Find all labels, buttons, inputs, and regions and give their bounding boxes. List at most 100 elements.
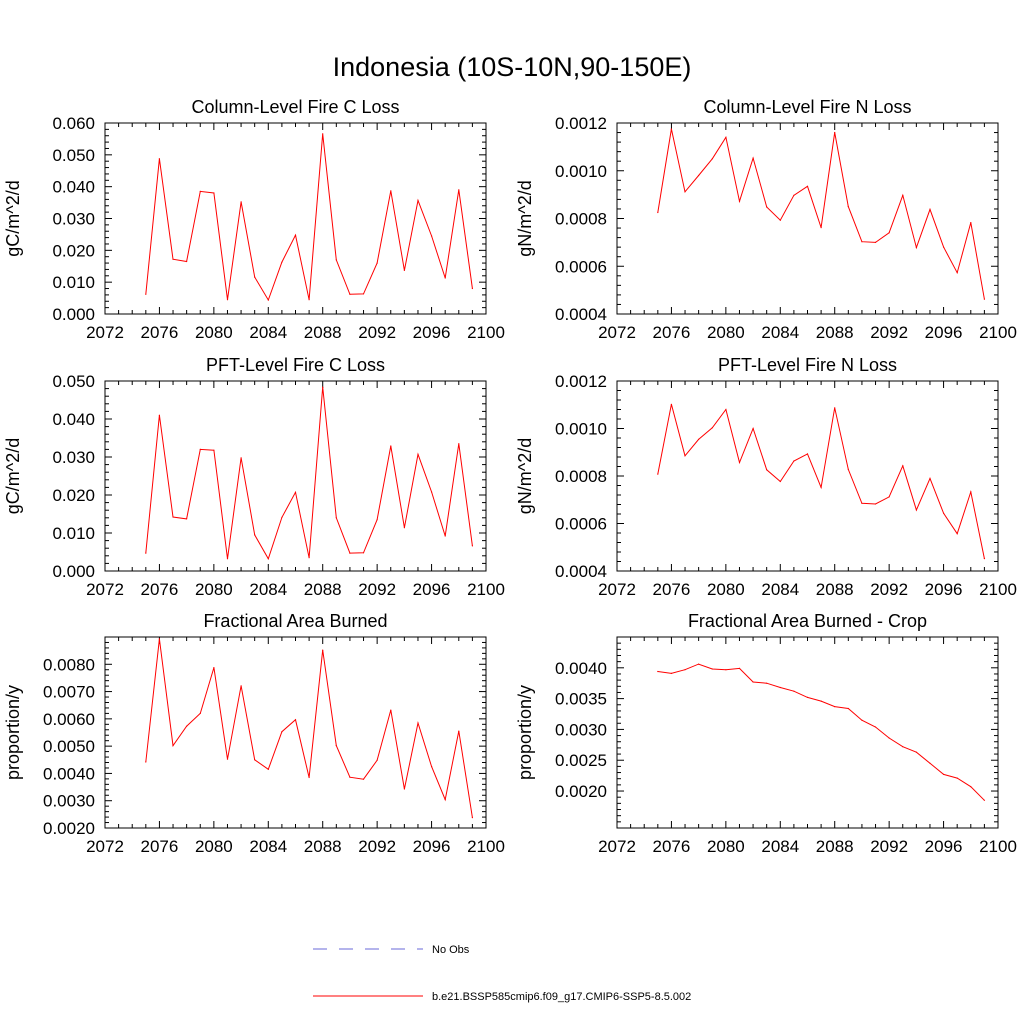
y-tick-label: 0.0008 bbox=[555, 467, 607, 486]
chart-title: Column-Level Fire N Loss bbox=[703, 97, 911, 117]
x-tick-label: 2080 bbox=[707, 837, 745, 856]
y-tick-label: 0.010 bbox=[52, 524, 95, 543]
data-point bbox=[417, 453, 419, 455]
data-point bbox=[888, 232, 890, 234]
data-point bbox=[983, 298, 986, 300]
x-tick-label: 2076 bbox=[653, 837, 691, 856]
plot-frame bbox=[104, 380, 487, 572]
chart-title: Fractional Area Burned bbox=[203, 611, 387, 631]
legend-label-model: b.e21.BSSP585cmip6.f09_g17.CMIP6-SSP5-8.… bbox=[432, 991, 691, 1003]
data-point bbox=[471, 817, 473, 819]
y-axis-label: gN/m^2/d bbox=[515, 438, 535, 514]
data-point bbox=[431, 235, 433, 237]
x-tick-label: 2100 bbox=[979, 323, 1017, 342]
data-point bbox=[793, 460, 795, 462]
data-point bbox=[725, 669, 727, 671]
data-point bbox=[657, 211, 659, 214]
x-tick-label: 2084 bbox=[761, 580, 799, 599]
data-point bbox=[698, 174, 700, 177]
y-tick-label: 0.050 bbox=[52, 372, 95, 391]
data-point bbox=[376, 262, 378, 264]
data-point bbox=[186, 725, 188, 727]
x-tick-label: 2100 bbox=[467, 323, 505, 342]
data-point bbox=[186, 260, 188, 263]
data-point bbox=[711, 668, 713, 670]
data-point bbox=[431, 491, 433, 493]
y-tick-label: 0.040 bbox=[52, 178, 95, 197]
data-point bbox=[915, 509, 918, 511]
data-point bbox=[376, 759, 378, 761]
data-point bbox=[417, 199, 419, 201]
data-point bbox=[983, 558, 986, 560]
x-tick-label: 2084 bbox=[761, 837, 799, 856]
y-tick-label: 0.0006 bbox=[555, 257, 607, 276]
x-tick-label: 2100 bbox=[467, 580, 505, 599]
data-point bbox=[915, 751, 918, 753]
x-tick-label: 2076 bbox=[141, 323, 179, 342]
y-tick-label: 0.0070 bbox=[43, 683, 95, 702]
data-point bbox=[902, 194, 904, 196]
data-point bbox=[213, 192, 215, 194]
data-point bbox=[766, 469, 768, 471]
data-point bbox=[390, 190, 392, 192]
data-point bbox=[847, 468, 849, 470]
x-tick-label: 2076 bbox=[141, 837, 179, 856]
y-axis-label: proportion/y bbox=[515, 685, 535, 780]
x-tick-label: 2072 bbox=[86, 580, 124, 599]
data-point bbox=[725, 136, 727, 138]
x-tick-label: 2084 bbox=[249, 580, 287, 599]
data-point bbox=[172, 258, 174, 260]
data-point bbox=[711, 427, 713, 429]
y-tick-label: 0.050 bbox=[52, 146, 95, 165]
data-point bbox=[213, 667, 215, 669]
data-point bbox=[145, 552, 147, 554]
data-point bbox=[834, 407, 836, 409]
data-point bbox=[779, 686, 781, 689]
y-axis-label: proportion/y bbox=[3, 685, 23, 780]
data-point bbox=[670, 403, 673, 405]
data-point bbox=[806, 696, 809, 699]
data-point bbox=[213, 449, 215, 451]
data-point bbox=[226, 558, 229, 560]
data-point bbox=[970, 222, 972, 224]
data-point bbox=[779, 480, 781, 483]
data-point bbox=[766, 206, 768, 208]
data-point bbox=[793, 194, 795, 196]
data-point bbox=[471, 287, 473, 290]
data-point bbox=[226, 758, 229, 760]
x-tick-label: 2088 bbox=[816, 323, 854, 342]
data-point bbox=[698, 663, 700, 665]
data-point bbox=[458, 730, 460, 732]
data-point bbox=[820, 486, 822, 488]
data-point bbox=[902, 746, 904, 748]
data-point bbox=[458, 189, 460, 191]
y-tick-label: 0.040 bbox=[52, 410, 95, 429]
data-point bbox=[403, 269, 405, 271]
data-point bbox=[458, 443, 460, 445]
x-tick-label: 2072 bbox=[86, 837, 124, 856]
plot-frame bbox=[616, 380, 999, 572]
data-point bbox=[226, 299, 229, 301]
chart-title: Fractional Area Burned - Crop bbox=[688, 611, 927, 631]
series-line bbox=[145, 133, 473, 302]
data-point bbox=[915, 247, 918, 249]
data-point bbox=[834, 706, 836, 708]
y-axis-label: gN/m^2/d bbox=[515, 180, 535, 256]
y-tick-label: 0.0035 bbox=[555, 690, 607, 709]
data-point bbox=[199, 712, 201, 715]
data-point bbox=[847, 707, 849, 710]
data-point bbox=[335, 259, 337, 261]
x-tick-label: 2092 bbox=[358, 323, 396, 342]
data-point bbox=[335, 745, 337, 747]
data-point bbox=[738, 667, 741, 670]
plot-frame bbox=[104, 122, 487, 315]
data-point bbox=[861, 719, 863, 721]
y-tick-label: 0.0080 bbox=[43, 655, 95, 674]
data-point bbox=[711, 158, 713, 160]
data-point bbox=[888, 496, 890, 498]
chart-panel-6: Fractional Area Burned - Crop proportion/… bbox=[515, 611, 1017, 856]
series-line bbox=[657, 404, 985, 559]
series-line bbox=[657, 128, 985, 300]
data-point bbox=[970, 786, 972, 788]
